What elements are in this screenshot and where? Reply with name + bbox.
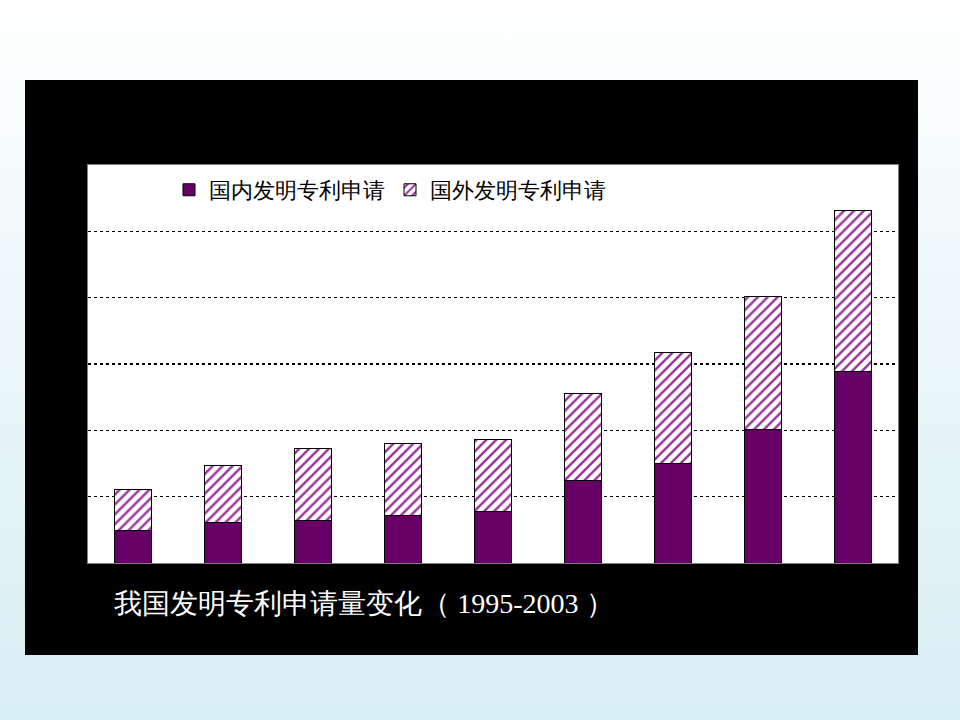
- svg-text:国外发明专利申请: 国外发明专利申请: [430, 178, 606, 203]
- svg-text:国内发明专利申请: 国内发明专利申请: [209, 178, 385, 203]
- svg-text:我国发明专利申请量变化（ 1995-2003 ）: 我国发明专利申请量变化（ 1995-2003 ）: [114, 588, 613, 619]
